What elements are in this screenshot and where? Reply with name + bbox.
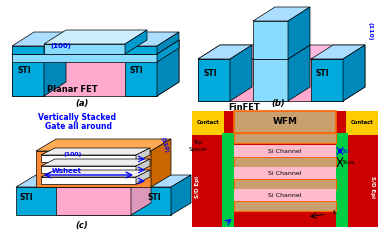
Polygon shape xyxy=(125,41,179,55)
Bar xyxy=(336,134,348,227)
Bar xyxy=(234,157,336,167)
Polygon shape xyxy=(12,41,179,55)
Text: STI: STI xyxy=(148,192,162,201)
Text: WFM: WFM xyxy=(273,116,298,125)
Text: Tsus: Tsus xyxy=(342,160,355,165)
Polygon shape xyxy=(171,175,191,215)
Bar xyxy=(346,112,378,135)
Polygon shape xyxy=(198,60,343,102)
Bar xyxy=(234,189,336,201)
Text: Si Channel: Si Channel xyxy=(268,149,302,154)
Text: STI: STI xyxy=(203,69,217,78)
Polygon shape xyxy=(12,55,44,97)
Polygon shape xyxy=(198,60,230,102)
Polygon shape xyxy=(125,31,147,55)
Polygon shape xyxy=(36,151,151,187)
Polygon shape xyxy=(12,47,44,55)
Polygon shape xyxy=(253,60,288,102)
Text: Tsi: Tsi xyxy=(342,149,350,154)
Bar xyxy=(234,167,336,179)
Text: Planar FET: Planar FET xyxy=(47,85,98,94)
Text: Contact: Contact xyxy=(197,119,219,125)
Polygon shape xyxy=(41,166,136,173)
Polygon shape xyxy=(41,148,150,155)
Text: (b): (b) xyxy=(271,99,285,108)
Bar xyxy=(234,179,336,189)
Text: S/D Epi: S/D Epi xyxy=(371,175,376,197)
Text: Wsheet: Wsheet xyxy=(52,167,82,173)
Polygon shape xyxy=(12,55,157,63)
Polygon shape xyxy=(44,33,66,55)
Polygon shape xyxy=(136,148,150,162)
Polygon shape xyxy=(136,170,150,184)
Polygon shape xyxy=(12,41,179,55)
Text: Top: Top xyxy=(194,139,203,144)
Polygon shape xyxy=(343,46,365,102)
Polygon shape xyxy=(41,170,150,177)
Text: STI: STI xyxy=(17,66,31,75)
Polygon shape xyxy=(343,46,365,102)
Text: (110): (110) xyxy=(160,135,170,152)
Polygon shape xyxy=(125,55,157,97)
Polygon shape xyxy=(44,41,66,97)
Bar xyxy=(234,201,336,211)
Text: STI: STI xyxy=(20,192,34,201)
Bar xyxy=(234,134,336,143)
Polygon shape xyxy=(12,41,66,55)
Polygon shape xyxy=(230,46,252,102)
Bar xyxy=(222,134,234,227)
Polygon shape xyxy=(198,46,365,60)
Bar xyxy=(234,145,336,157)
Text: FinFET: FinFET xyxy=(228,103,260,112)
Polygon shape xyxy=(288,46,310,102)
Text: (110): (110) xyxy=(367,22,372,40)
Text: S/D Epi: S/D Epi xyxy=(195,175,200,197)
Text: (a): (a) xyxy=(75,99,89,108)
Polygon shape xyxy=(12,33,66,47)
Polygon shape xyxy=(125,47,157,55)
Text: IL: IL xyxy=(332,209,338,214)
Text: Contact: Contact xyxy=(351,119,373,125)
Polygon shape xyxy=(157,41,179,63)
Bar xyxy=(192,112,378,227)
Polygon shape xyxy=(44,31,147,45)
Polygon shape xyxy=(253,8,310,22)
Polygon shape xyxy=(125,33,179,47)
Polygon shape xyxy=(311,46,365,60)
Polygon shape xyxy=(157,41,179,97)
Polygon shape xyxy=(44,45,125,55)
Text: Si Channel: Si Channel xyxy=(268,193,302,198)
Polygon shape xyxy=(16,175,191,187)
Polygon shape xyxy=(41,155,136,162)
Polygon shape xyxy=(311,60,343,102)
Text: (100): (100) xyxy=(63,151,81,156)
Polygon shape xyxy=(253,46,310,60)
Polygon shape xyxy=(56,175,151,187)
Polygon shape xyxy=(16,187,171,215)
Polygon shape xyxy=(41,177,136,184)
Text: Si Channel: Si Channel xyxy=(268,171,302,176)
Polygon shape xyxy=(157,33,179,55)
Polygon shape xyxy=(253,22,288,60)
Text: STI: STI xyxy=(129,66,142,75)
Text: (100): (100) xyxy=(50,43,71,49)
Polygon shape xyxy=(41,159,150,166)
Polygon shape xyxy=(157,41,179,97)
Bar xyxy=(192,112,224,135)
Polygon shape xyxy=(56,187,131,215)
Polygon shape xyxy=(136,159,150,173)
Text: STI: STI xyxy=(315,69,329,78)
Text: Spacer: Spacer xyxy=(189,146,208,151)
Text: Vertically Stacked: Vertically Stacked xyxy=(38,112,116,122)
Polygon shape xyxy=(36,139,171,151)
Polygon shape xyxy=(12,55,157,97)
Bar xyxy=(234,112,336,134)
Polygon shape xyxy=(131,175,151,215)
Polygon shape xyxy=(198,46,252,60)
Polygon shape xyxy=(288,8,310,60)
Text: (c): (c) xyxy=(76,220,88,229)
Polygon shape xyxy=(151,139,171,187)
Text: Gate all around: Gate all around xyxy=(45,122,112,131)
